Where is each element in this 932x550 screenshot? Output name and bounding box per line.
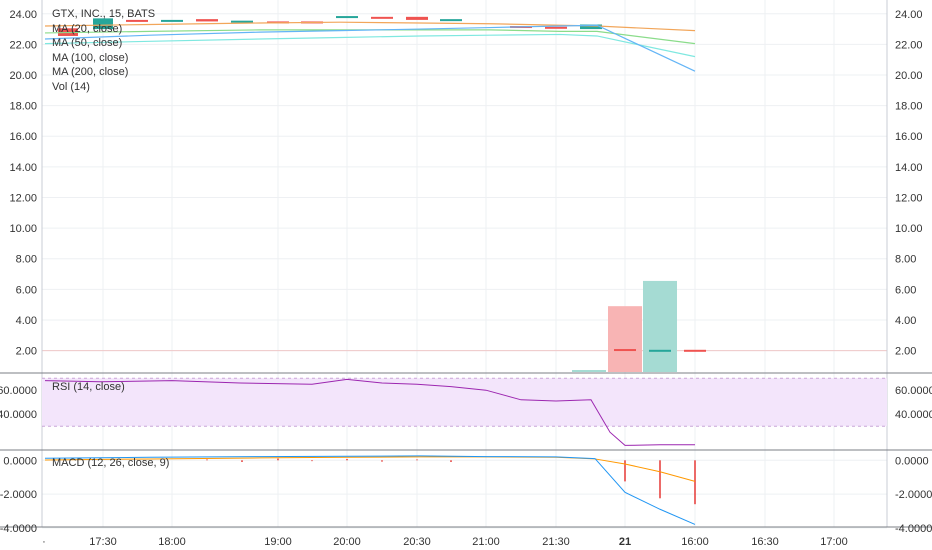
- price-candle: [231, 20, 253, 23]
- price-axis-label-left: 16.00: [9, 131, 37, 143]
- rsi-axis-label-right: 40.0000: [895, 409, 932, 421]
- price-legend: GTX, INC., 15, BATS MA (20, close) MA (5…: [52, 7, 155, 95]
- rsi-panel: [42, 377, 887, 446]
- legend-ma-200[interactable]: MA (200, close): [52, 66, 129, 79]
- axis-labels: 24.00 24.00 22.00 22.00 20.00 20.00 18.00 18.00…: [0, 9, 932, 548]
- price-axis-label-right: 4.00: [895, 315, 916, 327]
- price-axis-label-left: 4.00: [16, 315, 37, 327]
- time-axis-label: 21:30: [542, 536, 570, 548]
- grid-lines: [42, 0, 887, 529]
- panel-dividers: [0, 0, 932, 528]
- price-candle: [126, 19, 148, 22]
- rsi-axis-label-right: 60.0000: [895, 385, 932, 397]
- price-candle: [336, 16, 358, 19]
- price-axis-label-left: 18.00: [9, 101, 37, 113]
- time-axis-label: 16:00: [681, 536, 709, 548]
- macd-axis-label-right: -4.0000: [895, 523, 932, 535]
- price-axis-label-right: 8.00: [895, 254, 916, 266]
- time-axis-label: 21: [619, 536, 631, 548]
- price-candle: [406, 16, 428, 20]
- macd-line: [44, 455, 696, 525]
- volume-bar: [608, 306, 642, 372]
- volume-bar: [572, 370, 606, 372]
- legend-title: GTX, INC., 15, BATS: [52, 8, 156, 20]
- legend-macd[interactable]: MACD (12, 26, close, 9): [52, 457, 170, 469]
- price-axis-label-left: 12.00: [9, 192, 37, 204]
- time-axis-label: 17:30: [89, 536, 117, 548]
- time-axis-label: 19:00: [264, 536, 292, 548]
- price-candle: [93, 18, 113, 30]
- ma-line: [44, 29, 696, 45]
- price-candle: [161, 19, 183, 22]
- price-axis-label-left: 20.00: [9, 70, 37, 82]
- rsi-line: [44, 378, 695, 446]
- price-axis-label-left: 22.00: [9, 39, 37, 51]
- rsi-axis-label-left: 40.0000: [0, 409, 37, 421]
- price-axis-label-right: 2.00: [895, 346, 916, 358]
- price-candle: [545, 26, 567, 29]
- price-axis-label-right: 6.00: [895, 284, 916, 296]
- legend-ma-50[interactable]: MA (50, close): [52, 37, 123, 50]
- macd-axis-label-right: 0.0000: [895, 455, 929, 467]
- ma-line: [44, 33, 696, 58]
- price-axis-label-right: 14.00: [895, 162, 923, 174]
- price-axis-label-left: 24.00: [9, 9, 37, 21]
- macd-axis-label-right: -2.0000: [895, 489, 932, 501]
- price-candle: [684, 349, 706, 352]
- price-axis-label-left: 2.00: [16, 346, 37, 358]
- macd-axis-label-left: -4.0000: [0, 523, 37, 535]
- price-axis-label-right: 12.00: [895, 192, 923, 204]
- price-candles: [58, 16, 706, 352]
- legend-ma-100[interactable]: MA (100, close): [52, 51, 129, 64]
- price-axis-label-right: 16.00: [895, 131, 923, 143]
- time-axis-label: 20:30: [403, 536, 431, 548]
- price-candle: [614, 349, 636, 352]
- price-axis-label-right: 22.00: [895, 39, 923, 51]
- price-axis-label-left: 8.00: [16, 254, 37, 266]
- macd-axis-label-left: -2.0000: [0, 489, 37, 501]
- price-axis-label-right: 18.00: [895, 101, 923, 113]
- price-axis-label-right: 10.00: [895, 223, 923, 235]
- price-candle: [371, 16, 393, 19]
- ma-line: [44, 24, 696, 72]
- price-candle: [440, 19, 462, 22]
- legend-ma-20[interactable]: MA (20, close): [52, 22, 123, 35]
- time-axis-label: 16:30: [751, 536, 779, 548]
- price-axis-label-right: 24.00: [895, 9, 923, 21]
- price-axis-label-left: 6.00: [16, 284, 37, 296]
- macd-axis-label-left: 0.0000: [3, 455, 37, 467]
- price-axis-label-right: 20.00: [895, 70, 923, 82]
- time-axis-label: 20:00: [333, 536, 361, 548]
- volume-bars: [572, 280, 677, 372]
- price-axis-label-left: 10.00: [9, 223, 37, 235]
- legend-volume[interactable]: Vol (14): [52, 80, 90, 93]
- price-axis-label-left: 14.00: [9, 162, 37, 174]
- time-axis-label: 21:00: [472, 536, 500, 548]
- rsi-band: [42, 378, 887, 427]
- legend-rsi[interactable]: RSI (14, close): [52, 381, 125, 393]
- price-candle: [649, 349, 671, 352]
- volume-bar: [643, 280, 677, 372]
- macd-panel: [44, 455, 696, 525]
- moving-average-lines: [44, 21, 696, 72]
- time-axis-label: 17:00: [820, 536, 848, 548]
- price-candle: [196, 19, 218, 22]
- rsi-axis-label-left: 60.0000: [0, 385, 37, 397]
- time-axis-marker: ·: [42, 536, 46, 548]
- price-candle: [580, 24, 602, 30]
- time-axis-label: 18:00: [158, 536, 186, 548]
